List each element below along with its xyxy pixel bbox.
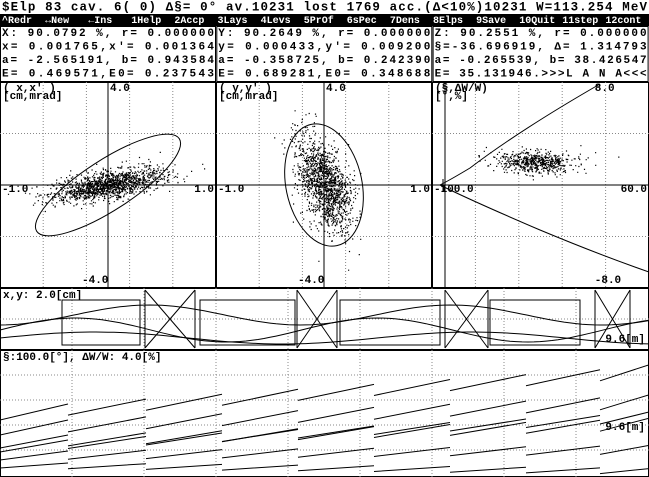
- info-panel: [0, 26, 216, 82]
- plot-units: [°,%]: [435, 91, 468, 103]
- separatrix: [439, 184, 649, 273]
- quad-box: [61, 299, 141, 346]
- info-line: §=-36.696919, ∆= 1.314793: [435, 41, 647, 53]
- phase-length: 9.6[m]: [605, 422, 645, 434]
- tick-label: 60.0: [621, 184, 647, 196]
- info-panel: [432, 26, 649, 82]
- info-line: E= 0.689281,E0= 0.348688: [218, 68, 430, 80]
- status-line: $Elp 83 cav. 6( 0) ∆§= 0° av.10231 lost …: [2, 0, 647, 14]
- plot-units: [cm,mrad]: [3, 91, 62, 103]
- plot-title: ( x,x' ): [3, 83, 56, 95]
- separatrix: [439, 83, 601, 186]
- quad-box: [339, 299, 441, 346]
- plot-title: (§,∆W/W): [435, 83, 488, 95]
- envelope-label: x,y: 2.0[cm]: [3, 290, 82, 302]
- menu-item[interactable]: 3Lays: [218, 16, 248, 27]
- info-line: E= 0.469571,E0= 0.237543: [2, 68, 214, 80]
- info-line: a= -0.358725, b= 0.242390: [218, 55, 430, 67]
- tick-label: 8.0: [595, 83, 615, 95]
- info-line: Y: 90.2649 %, r= 0.000000: [218, 28, 430, 40]
- menu-item[interactable]: 11step: [562, 16, 598, 27]
- particles: [478, 145, 620, 181]
- envelope-line: [0, 322, 649, 345]
- menu-bar: [0, 14, 649, 26]
- quad-cross: [296, 289, 338, 349]
- info-line: Z: 90.2551 %, r= 0.000000: [435, 28, 647, 40]
- phase-line: [0, 394, 649, 436]
- tick-label: -8.0: [595, 275, 621, 287]
- quad-cross: [144, 289, 196, 349]
- info-line: X: 90.0792 %, r= 0.000000: [2, 28, 214, 40]
- info-line: a= -2.565191, b= 0.943584: [2, 55, 214, 67]
- info-line: a= -0.265539, b= 38.426547: [435, 55, 647, 67]
- plot-title: ( y,y' ): [219, 83, 272, 95]
- tick-label: -4.0: [298, 275, 324, 287]
- particles: [7, 151, 206, 213]
- phase-line: [0, 462, 649, 475]
- menu-item[interactable]: ↔New: [45, 16, 69, 27]
- info-line: E= 35.131946.>>>L A N A<<<: [435, 68, 647, 80]
- menu-item[interactable]: 5PrOf: [304, 15, 334, 27]
- menu-item[interactable]: 1Help: [131, 15, 161, 27]
- tick-label: 4.0: [110, 83, 130, 95]
- envelope-line: [0, 304, 649, 326]
- menu-item[interactable]: 8Elps: [433, 15, 463, 27]
- phase-line: [0, 444, 649, 461]
- tick-label: -4.0: [82, 275, 108, 287]
- quad-box: [199, 299, 296, 346]
- envelope-line: [0, 317, 649, 343]
- menu-item[interactable]: 6sPec: [347, 16, 377, 27]
- phase-line: [0, 411, 649, 453]
- info-panel: [216, 26, 433, 82]
- phase-line: [0, 364, 649, 421]
- info-line: x= 0.001765,x'= 0.001364: [2, 41, 214, 53]
- envelope-length: 9.6[m]: [605, 334, 645, 346]
- menu-item[interactable]: 7Dens: [390, 16, 420, 27]
- tick-label: 1.0: [194, 184, 214, 196]
- tick-label: 1.0: [410, 184, 430, 196]
- emittance-ellipse: [284, 123, 364, 247]
- menu-item[interactable]: 4Levs: [261, 16, 291, 27]
- emittance-ellipse: [34, 133, 182, 237]
- tick-label: -100.0: [434, 184, 474, 196]
- menu-item[interactable]: ←Ins: [88, 16, 112, 27]
- quad-box: [489, 299, 581, 346]
- menu-item[interactable]: 2Accp: [174, 16, 204, 27]
- particles: [274, 110, 362, 271]
- tick-label: -1.0: [218, 184, 244, 196]
- phase-label: §:100.0[°], ∆W/W: 4.0[%]: [3, 352, 161, 364]
- tick-label: 4.0: [326, 83, 346, 95]
- menu-item[interactable]: ^Redr: [2, 15, 32, 27]
- menu-item[interactable]: 12cont: [605, 16, 641, 27]
- quad-cross: [594, 289, 631, 349]
- menu-item[interactable]: 10Quit: [519, 15, 555, 27]
- quad-cross: [444, 289, 489, 349]
- plot-units: [cm,mrad]: [219, 91, 278, 103]
- menu-item[interactable]: 9Save: [476, 16, 506, 27]
- tick-label: -1.0: [2, 184, 28, 196]
